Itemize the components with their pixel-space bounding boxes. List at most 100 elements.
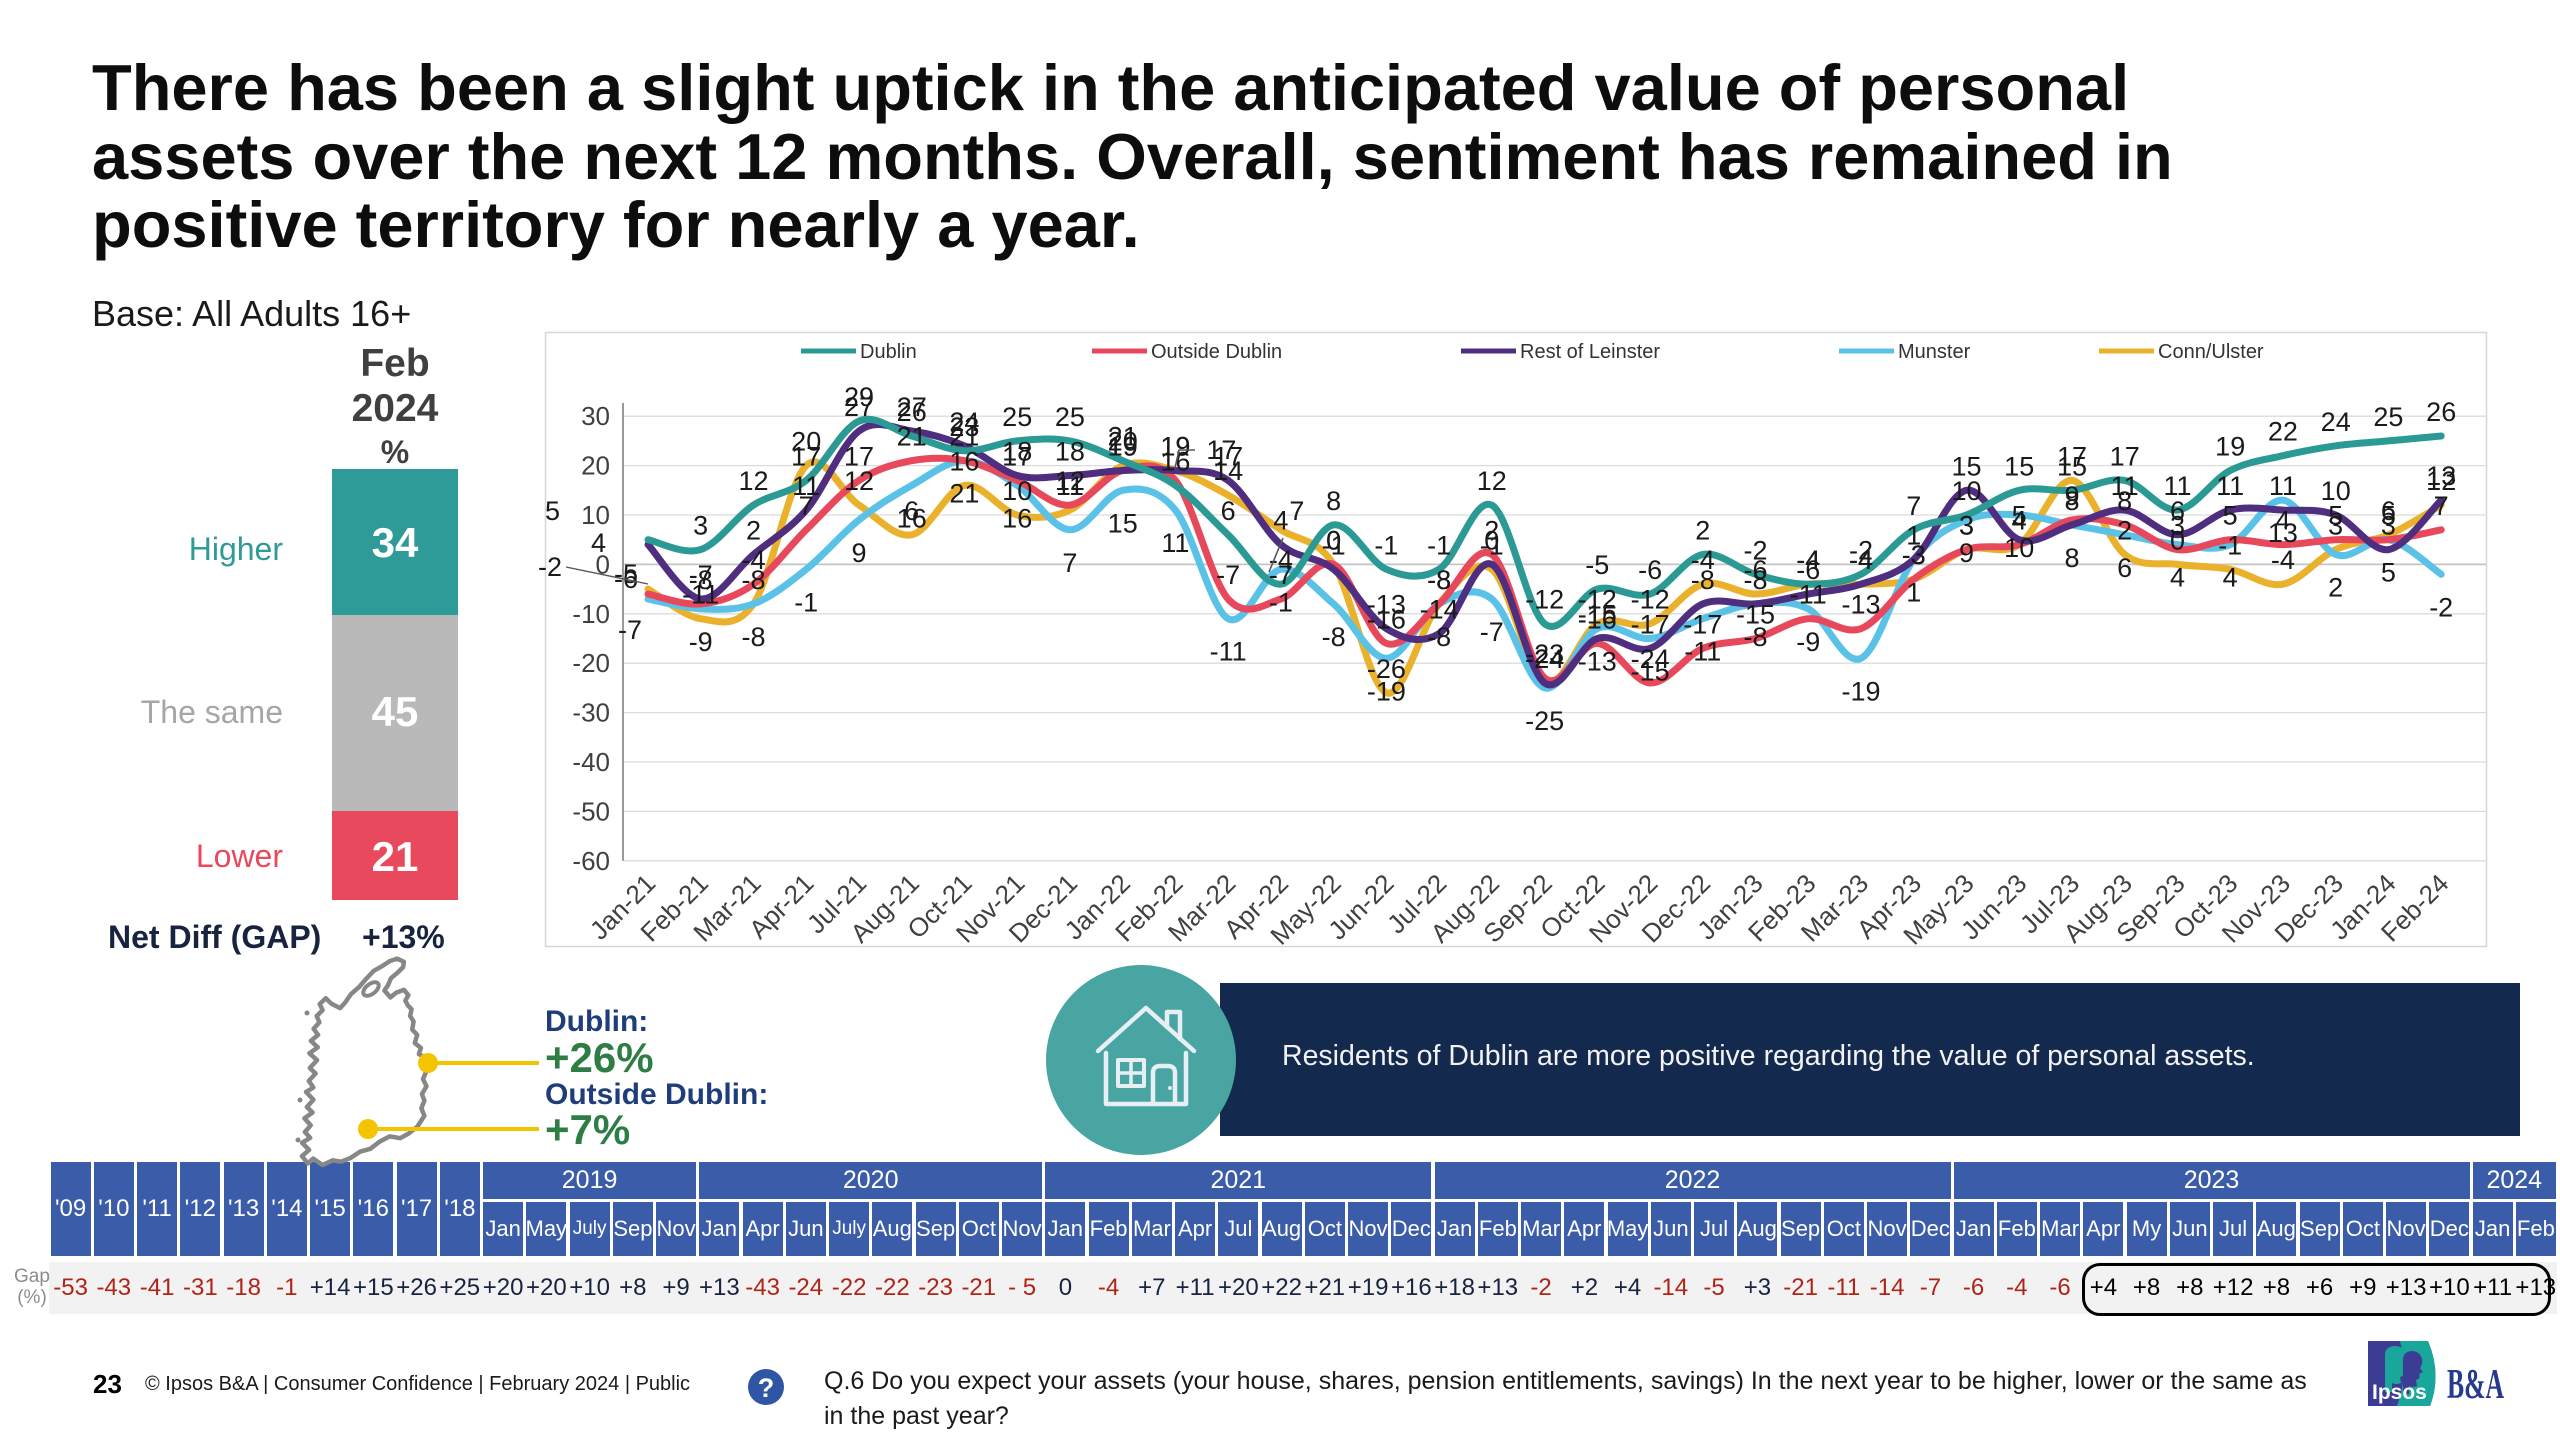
svg-text:24: 24: [949, 407, 979, 437]
svg-text:21: 21: [949, 479, 979, 509]
svg-text:27: 27: [844, 392, 874, 422]
svg-text:-13: -13: [1367, 590, 1406, 620]
svg-text:21: 21: [1108, 422, 1138, 452]
svg-text:9: 9: [2064, 481, 2079, 511]
svg-text:-5: -5: [614, 559, 638, 589]
svg-text:7: 7: [1906, 491, 1921, 521]
svg-text:-2: -2: [2429, 592, 2453, 622]
svg-text:5: 5: [2381, 501, 2396, 531]
svg-text:17: 17: [2057, 441, 2087, 471]
svg-text:21: 21: [897, 422, 927, 452]
svg-text:13: 13: [2268, 518, 2298, 548]
svg-text:14: 14: [1213, 456, 1243, 486]
svg-text:-1: -1: [1269, 587, 1293, 617]
svg-text:-8: -8: [741, 565, 765, 595]
svg-text:Conn/Ulster: Conn/Ulster: [2158, 341, 2264, 363]
svg-text:11: 11: [792, 471, 820, 501]
svg-text:16: 16: [1160, 446, 1190, 476]
svg-text:1: 1: [1906, 521, 1921, 551]
svg-text:4: 4: [2223, 563, 2238, 593]
svg-text:15: 15: [1108, 508, 1138, 538]
svg-text:24: 24: [2321, 407, 2351, 437]
svg-text:-11: -11: [1684, 637, 1721, 667]
svg-text:-30: -30: [572, 698, 610, 728]
svg-text:-19: -19: [1367, 676, 1406, 706]
svg-text:-3: -3: [1902, 540, 1926, 570]
svg-text:6: 6: [904, 496, 919, 526]
svg-text:-13: -13: [1578, 647, 1617, 677]
svg-text:4: 4: [1273, 506, 1288, 536]
svg-text:-11: -11: [1210, 637, 1247, 667]
svg-text:-40: -40: [572, 747, 610, 777]
svg-text:12: 12: [1055, 466, 1085, 496]
svg-text:-4: -4: [1849, 545, 1873, 575]
svg-text:5: 5: [2223, 501, 2238, 531]
svg-text:4: 4: [2170, 563, 2185, 593]
svg-text:12: 12: [738, 466, 768, 496]
svg-text:-60: -60: [572, 846, 610, 876]
svg-text:19: 19: [1108, 432, 1138, 462]
svg-text:19: 19: [1160, 432, 1190, 462]
svg-text:0: 0: [2170, 525, 2185, 555]
svg-text:7: 7: [1062, 548, 1077, 578]
svg-text:-23: -23: [1525, 639, 1564, 669]
svg-text:8: 8: [2064, 543, 2079, 573]
svg-text:-10: -10: [572, 599, 610, 629]
svg-text:0: 0: [1326, 525, 1341, 555]
svg-text:-7: -7: [1269, 560, 1293, 590]
svg-text:0: 0: [1484, 525, 1499, 555]
svg-text:17: 17: [1002, 441, 1032, 471]
svg-text:2: 2: [2117, 516, 2132, 546]
svg-text:26: 26: [897, 397, 927, 427]
svg-text:2: 2: [746, 516, 761, 546]
svg-text:-4: -4: [2271, 545, 2295, 575]
svg-text:0: 0: [1326, 525, 1341, 555]
svg-text:2: 2: [2328, 573, 2343, 603]
svg-text:-7: -7: [1216, 560, 1240, 590]
svg-text:-1: -1: [794, 587, 818, 617]
svg-text:-2: -2: [538, 552, 562, 582]
svg-text:17: 17: [844, 441, 874, 471]
svg-text:4: 4: [2012, 506, 2027, 536]
svg-text:15: 15: [1951, 451, 1981, 481]
svg-text:-8: -8: [1322, 622, 1346, 652]
svg-text:-7: -7: [689, 560, 713, 590]
svg-text:Ipsos: Ipsos: [2372, 1381, 2427, 1404]
svg-text:-26: -26: [1367, 654, 1406, 684]
svg-text:-7: -7: [1480, 617, 1504, 647]
svg-text:-50: -50: [572, 796, 610, 826]
svg-text:6: 6: [2117, 553, 2132, 583]
svg-text:10: 10: [2321, 476, 2351, 506]
svg-text:-14: -14: [1420, 595, 1459, 625]
svg-text:17: 17: [1206, 435, 1236, 465]
svg-text:16: 16: [949, 446, 979, 476]
svg-text:7: 7: [2434, 491, 2449, 521]
svg-text:-8: -8: [1743, 565, 1767, 595]
svg-text:-1: -1: [2218, 530, 2242, 560]
svg-text:3: 3: [2170, 511, 2185, 541]
svg-text:30: 30: [581, 401, 610, 431]
svg-text:2: 2: [1484, 516, 1499, 546]
svg-text:-1: -1: [1374, 530, 1398, 560]
svg-text:4: 4: [2012, 506, 2027, 536]
svg-text:17: 17: [1213, 441, 1243, 471]
svg-text:-8: -8: [689, 565, 713, 595]
svg-text:Munster: Munster: [1898, 341, 1971, 363]
svg-text:-7: -7: [618, 615, 642, 645]
svg-text:3: 3: [1959, 511, 1974, 541]
svg-text:3: 3: [1959, 511, 1974, 541]
svg-text:25: 25: [1055, 402, 1085, 432]
svg-text:-8: -8: [1427, 565, 1451, 595]
svg-text:15: 15: [2004, 451, 2034, 481]
svg-text:6: 6: [2170, 496, 2185, 526]
svg-text:-12: -12: [1631, 585, 1670, 615]
svg-text:9: 9: [1959, 538, 1974, 568]
svg-text:-4: -4: [1796, 545, 1820, 575]
svg-text:10: 10: [1951, 476, 1981, 506]
svg-text:11: 11: [2163, 471, 2191, 501]
svg-text:21: 21: [949, 422, 979, 452]
svg-text:10: 10: [581, 500, 610, 530]
svg-text:8: 8: [2064, 486, 2079, 516]
svg-text:7: 7: [799, 491, 814, 521]
svg-text:-24: -24: [1525, 644, 1564, 674]
